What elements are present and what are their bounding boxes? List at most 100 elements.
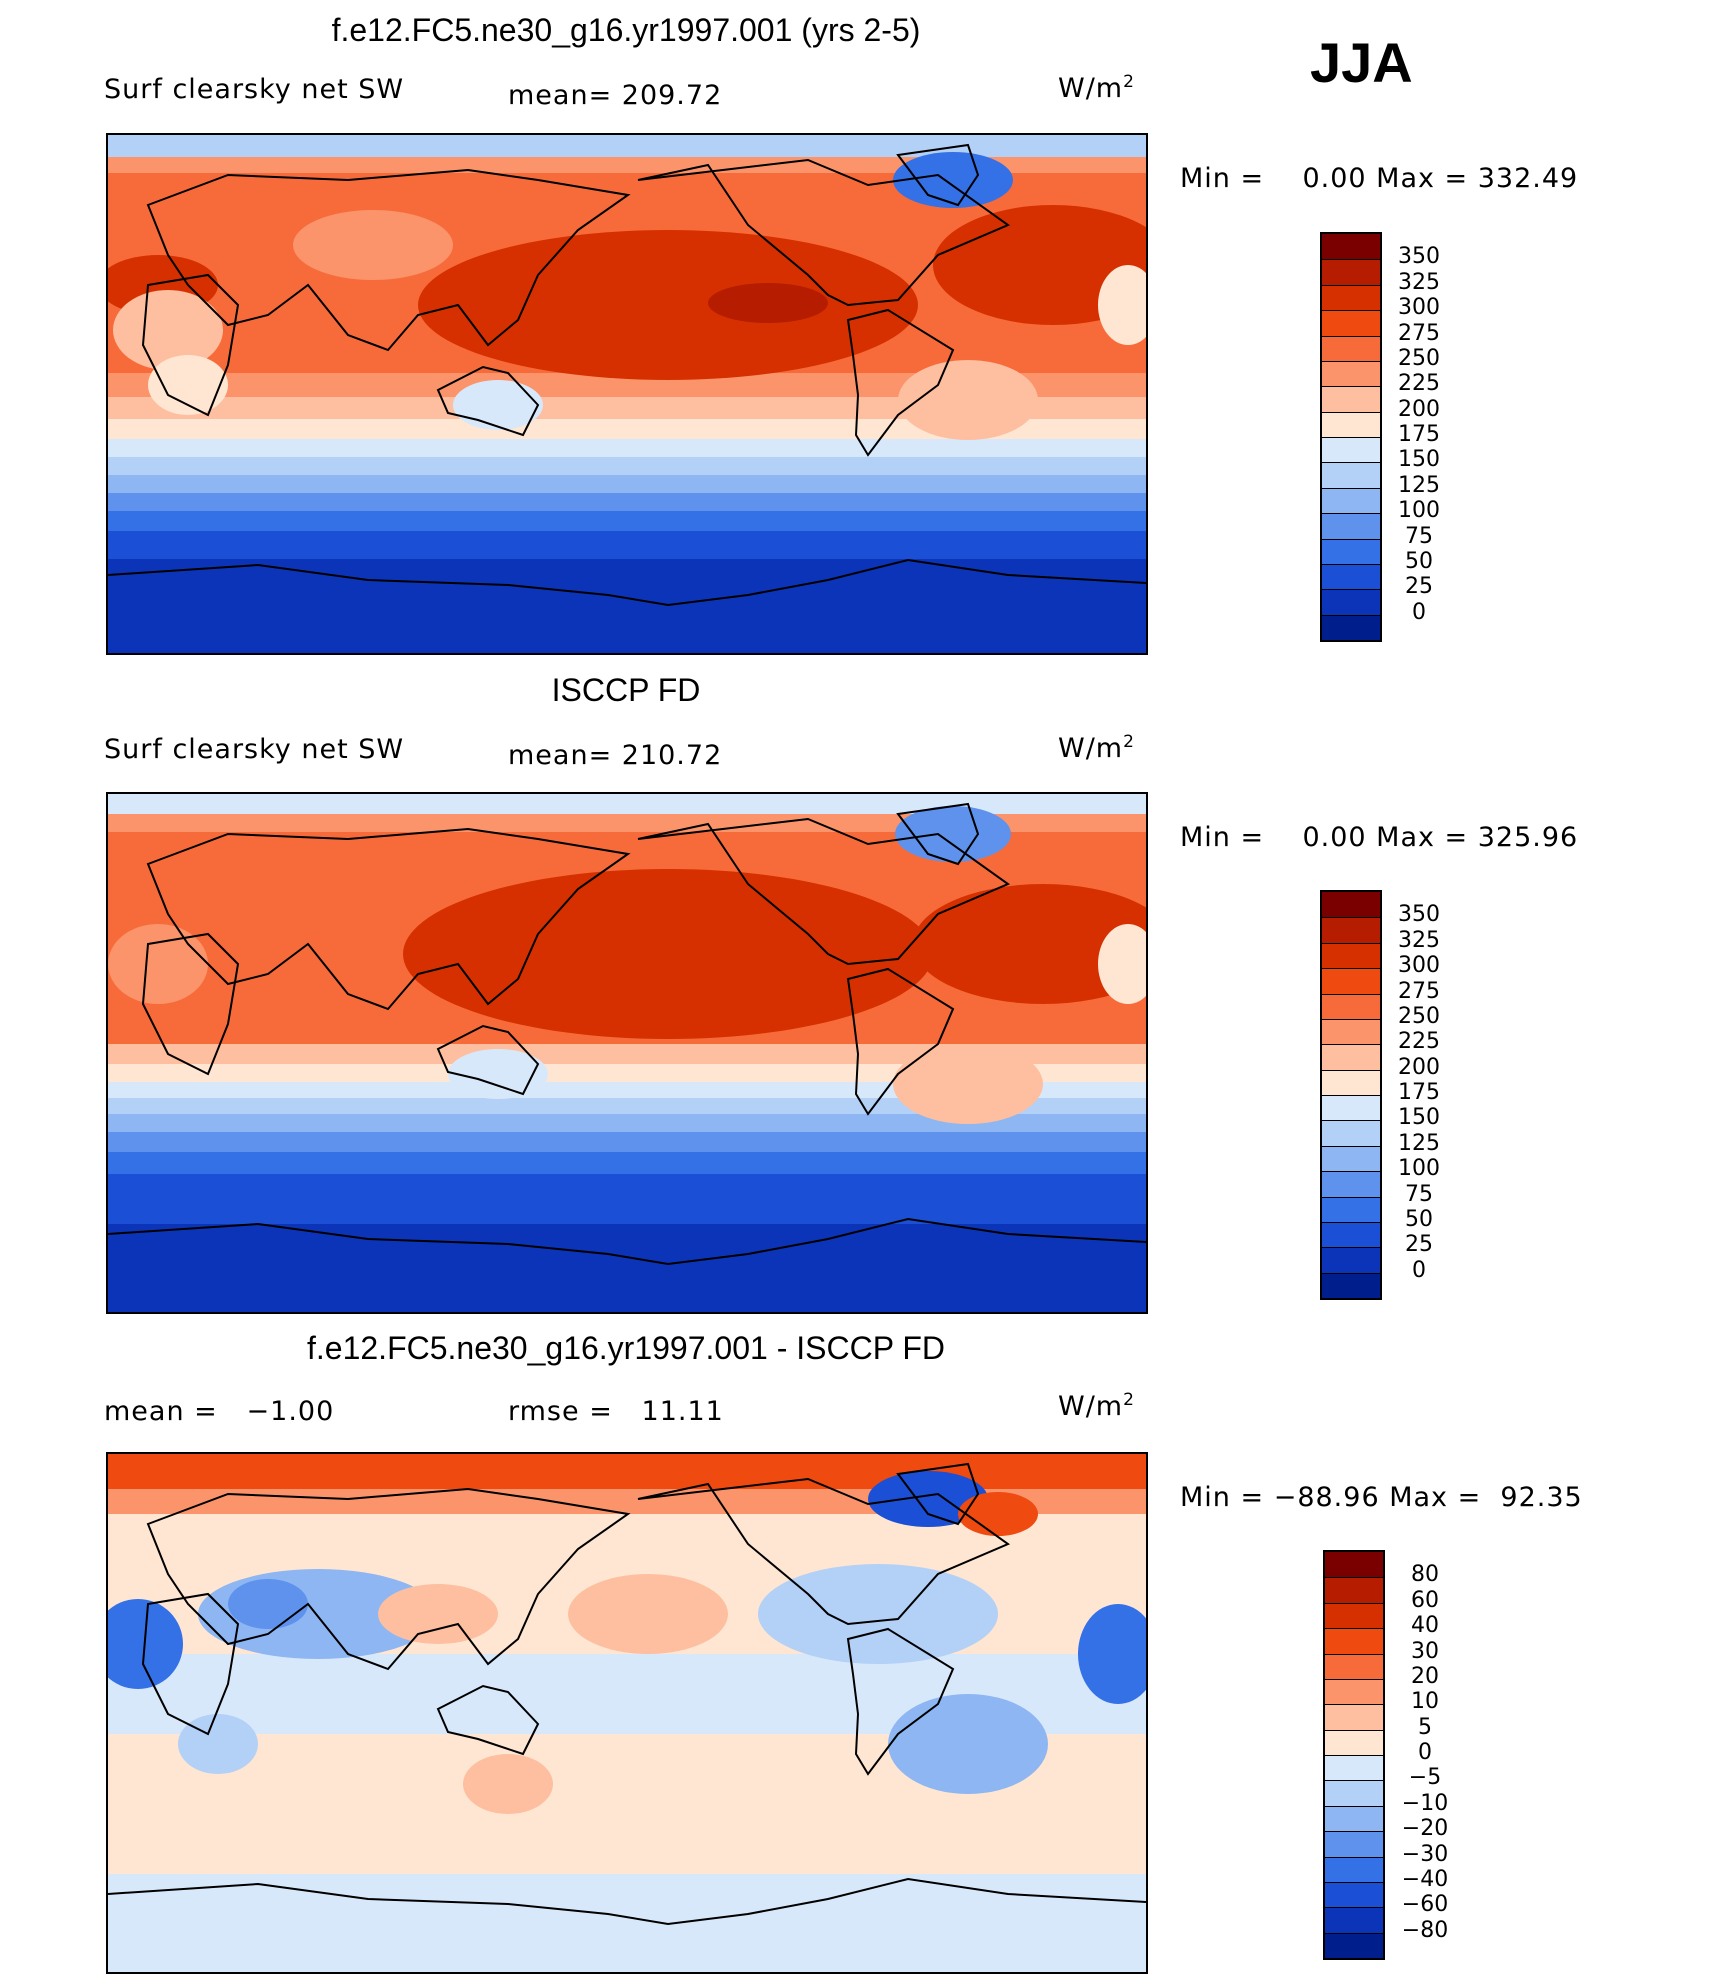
colorbar-segment (1322, 310, 1380, 336)
panel-2-map (106, 792, 1148, 1314)
colorbar-tick-label: −5 (1408, 1765, 1442, 1791)
colorbar-segment (1325, 1628, 1383, 1654)
panel-3-rmse: rmse = 11.11 (508, 1396, 724, 1427)
colorbar-segment (1325, 1907, 1383, 1933)
colorbar-segment (1322, 1145, 1380, 1172)
colorbar-segment (1322, 234, 1380, 260)
colorbar-segment (1322, 1247, 1380, 1273)
colorbar-tick-label: 60 (1411, 1587, 1439, 1613)
colorbar-segment (1322, 614, 1380, 640)
panel-1-units: W/m2 (1058, 72, 1135, 104)
colorbar-segment (1322, 589, 1380, 615)
colorbar-tick-label: 300 (1398, 953, 1440, 979)
colorbar-segment (1322, 1272, 1380, 1298)
colorbar-segment (1322, 1221, 1380, 1248)
colorbar-tick-label: 0 (1412, 599, 1426, 625)
panel-1-minmax: Min = 0.00 Max = 332.49 (1180, 163, 1579, 194)
colorbar-tick-label: 0 (1412, 1257, 1426, 1283)
colorbar-tick-label: 125 (1398, 472, 1440, 498)
colorbar-segment (1325, 1678, 1383, 1705)
colorbar-segment (1322, 1069, 1380, 1095)
colorbar-segment (1322, 462, 1380, 488)
panel-1-map (106, 133, 1148, 655)
colorbar-tick-label: 5 (1418, 1714, 1432, 1740)
colorbar-segment (1322, 284, 1380, 311)
panel-3-colorbar (1323, 1550, 1385, 1960)
colorbar-segment (1322, 335, 1380, 361)
colorbar-segment (1322, 563, 1380, 590)
colorbar-segment (1322, 259, 1380, 285)
colorbar-segment (1322, 942, 1380, 969)
colorbar-segment (1325, 1932, 1383, 1958)
colorbar-tick-label: −80 (1401, 1917, 1449, 1943)
panel-2-units: W/m2 (1058, 732, 1135, 764)
colorbar-tick-label: 250 (1398, 1003, 1440, 1029)
colorbar-tick-label: 80 (1411, 1562, 1439, 1588)
colorbar-tick-label: 20 (1411, 1663, 1439, 1689)
colorbar-tick-label: 100 (1398, 498, 1440, 524)
colorbar-tick-label: 25 (1405, 1232, 1433, 1258)
panel-1-colorbar-labels: 350 325 300 275 250 225 200 175 150 125 100 75 50 25 0 (1384, 232, 1464, 642)
colorbar-segment (1322, 1095, 1380, 1121)
colorbar-tick-label: 25 (1405, 574, 1433, 600)
panel-2-title: ISCCP FD (551, 672, 701, 708)
colorbar-tick-label: 350 (1398, 902, 1440, 928)
colorbar-segment (1322, 993, 1380, 1019)
colorbar-segment (1325, 1831, 1383, 1857)
panel-2-variable-label: Surf clearsky net SW (104, 734, 405, 765)
colorbar-tick-label: −60 (1401, 1892, 1449, 1918)
panel-3-map (106, 1452, 1148, 1974)
colorbar-segment (1322, 386, 1380, 412)
colorbar-segment (1322, 1018, 1380, 1045)
colorbar-tick-label: 275 (1398, 978, 1440, 1004)
colorbar-tick-label: 175 (1398, 1080, 1440, 1105)
colorbar-segment (1322, 538, 1380, 564)
colorbar-tick-label: −10 (1401, 1790, 1449, 1816)
colorbar-tick-label: 200 (1398, 396, 1440, 422)
colorbar-segment (1325, 1577, 1383, 1603)
colorbar-tick-label: 325 (1398, 927, 1440, 953)
colorbar-tick-label: 150 (1398, 1105, 1440, 1131)
colorbar-segment (1325, 1602, 1383, 1629)
colorbar-tick-label: 75 (1405, 523, 1433, 549)
colorbar-segment (1325, 1805, 1383, 1832)
colorbar-tick-label: 250 (1398, 345, 1440, 371)
colorbar-tick-label: 175 (1398, 422, 1440, 447)
colorbar-segment (1322, 513, 1380, 539)
panel-3-title: f.e12.FC5.ne30_g16.yr1997.001 - ISCCP FD (307, 1330, 945, 1366)
colorbar-tick-label: −20 (1401, 1816, 1449, 1842)
colorbar-tick-label: 75 (1405, 1181, 1433, 1207)
panel-3-minmax: Min = −88.96 Max = 92.35 (1180, 1482, 1583, 1513)
panel-3-units: W/m2 (1058, 1390, 1135, 1422)
colorbar-tick-label: −40 (1401, 1866, 1449, 1892)
colorbar-segment (1322, 411, 1380, 437)
panel-3-mean: mean = −1.00 (104, 1396, 335, 1427)
colorbar-segment (1325, 1704, 1383, 1730)
colorbar-segment (1325, 1729, 1383, 1755)
colorbar-segment (1322, 892, 1380, 918)
panel-2-minmax: Min = 0.00 Max = 325.96 (1180, 822, 1579, 853)
colorbar-tick-label: 325 (1398, 269, 1440, 295)
colorbar-segment (1325, 1653, 1383, 1679)
colorbar-segment (1325, 1856, 1383, 1882)
panel-2-colorbar (1320, 890, 1382, 1300)
colorbar-tick-label: 125 (1398, 1130, 1440, 1156)
colorbar-segment (1325, 1881, 1383, 1908)
panel-2-colorbar-labels: 350 325 300 275 250 225 200 175 150 125 100 75 50 25 0 (1384, 890, 1464, 1300)
colorbar-segment (1322, 437, 1380, 463)
colorbar-segment (1322, 1120, 1380, 1146)
colorbar-segment (1325, 1780, 1383, 1806)
colorbar-segment (1325, 1755, 1383, 1781)
panel-1-title: f.e12.FC5.ne30_g16.yr1997.001 (yrs 2-5) (331, 12, 921, 48)
colorbar-segment (1322, 1171, 1380, 1197)
colorbar-segment (1322, 917, 1380, 943)
colorbar-tick-label: 300 (1398, 295, 1440, 321)
colorbar-segment (1322, 1196, 1380, 1222)
panel-1-mean: mean= 209.72 (508, 80, 723, 111)
colorbar-tick-label: 40 (1411, 1613, 1439, 1639)
panel-1-variable-label: Surf clearsky net SW (104, 74, 405, 105)
colorbar-tick-label: 150 (1398, 447, 1440, 473)
season-label: JJA (1310, 31, 1413, 94)
colorbar-segment (1322, 360, 1380, 387)
colorbar-tick-label: −30 (1401, 1841, 1449, 1867)
